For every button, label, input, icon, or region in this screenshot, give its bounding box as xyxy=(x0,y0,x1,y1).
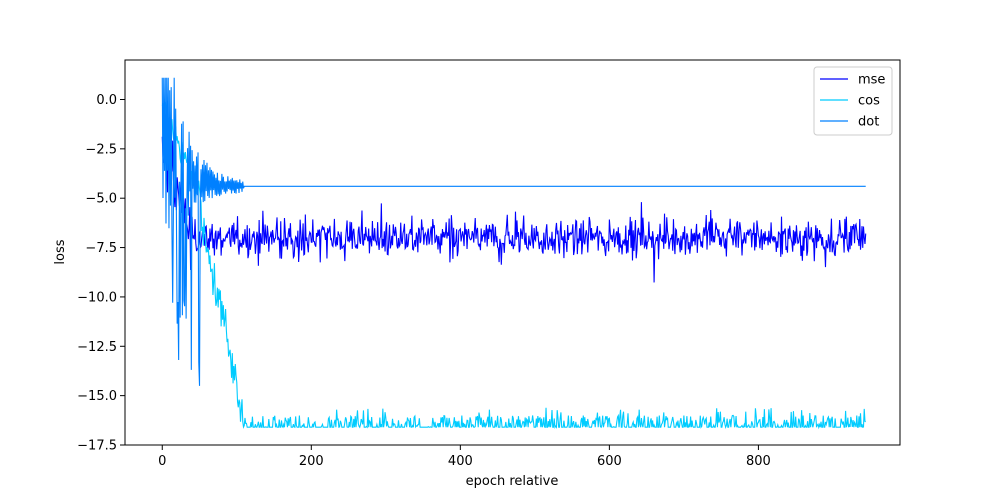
y-tick-label: −17.5 xyxy=(77,439,117,454)
x-tick-label: 800 xyxy=(746,454,771,469)
legend-box xyxy=(813,66,893,136)
x-tick-label: 200 xyxy=(299,454,324,469)
x-axis: 0 200 400 600 800 xyxy=(158,445,771,469)
legend-label-dot: dot xyxy=(858,115,879,130)
plot-frame xyxy=(124,59,901,446)
series-line-dot xyxy=(161,77,866,386)
y-tick-label: −12.5 xyxy=(77,340,117,355)
x-tick-label: 0 xyxy=(158,454,166,469)
x-tick-label: 600 xyxy=(597,454,622,469)
y-tick-label: −7.5 xyxy=(85,241,117,256)
y-tick-label: −5.0 xyxy=(85,192,117,207)
series-line-cos xyxy=(161,101,866,430)
y-tick-label: −10.0 xyxy=(77,290,117,305)
x-tick-label: 400 xyxy=(448,454,473,469)
y-tick-label: −15.0 xyxy=(77,389,117,404)
plot-area xyxy=(161,77,867,430)
y-tick-label: −2.5 xyxy=(85,142,117,157)
legend-label-mse: mse xyxy=(858,73,885,88)
series-line-mse xyxy=(161,136,867,283)
y-axis-label: loss xyxy=(53,239,68,264)
x-axis-label: epoch relative xyxy=(466,474,559,489)
y-tick-label: 0.0 xyxy=(96,93,117,108)
y-axis: 0.0 −2.5 −5.0 −7.5 −10.0 −12.5 −15.0 −17.5 xyxy=(77,93,125,454)
legend-label-cos: cos xyxy=(858,94,880,109)
legend: mse cos dot xyxy=(813,66,893,136)
